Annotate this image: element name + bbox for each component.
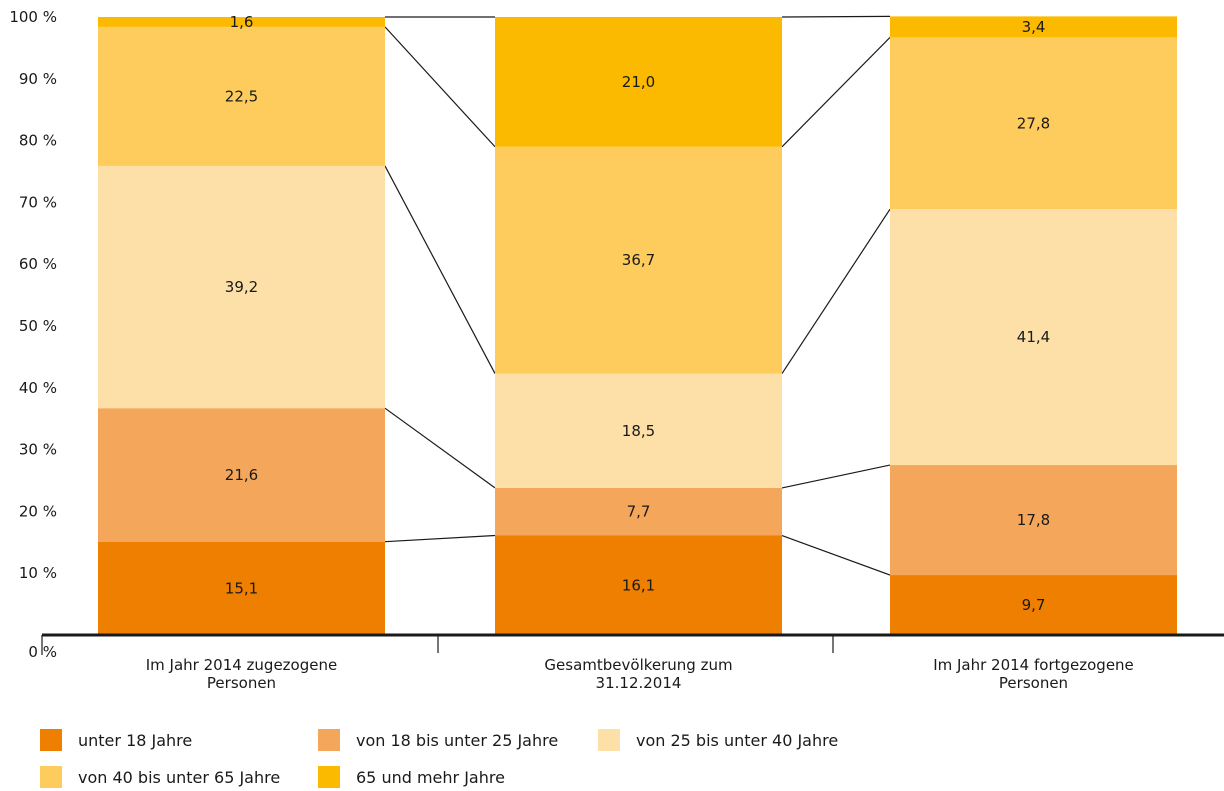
data-label: 22,5 <box>225 87 258 105</box>
connector-line <box>781 15 891 18</box>
bar-segment <box>98 26 385 166</box>
category-label: Personen <box>999 674 1068 692</box>
data-label: 21,6 <box>225 466 258 484</box>
data-label: 21,0 <box>622 73 655 91</box>
legend-label: von 40 bis unter 65 Jahre <box>78 767 281 787</box>
bar-segment <box>890 37 1177 210</box>
legend-label: unter 18 Jahre <box>78 730 193 750</box>
y-tick-label: 40 % <box>19 379 57 397</box>
y-tick-label: 70 % <box>19 193 57 211</box>
bar-segment <box>495 373 782 488</box>
legend-swatch <box>40 729 62 751</box>
connector-line <box>384 534 496 543</box>
y-tick-label: 20 % <box>19 502 57 520</box>
bar-segment <box>890 575 1177 635</box>
bar-segment <box>495 487 782 536</box>
connector-line <box>384 26 496 148</box>
legend-swatch <box>318 729 340 751</box>
y-tick-label: 80 % <box>19 132 57 150</box>
connector-line <box>781 534 891 576</box>
legend-swatch <box>598 729 620 751</box>
data-label: 27,8 <box>1017 114 1050 132</box>
data-label: 7,7 <box>627 503 651 521</box>
category-label: 31.12.2014 <box>596 674 682 692</box>
bar-segment <box>495 146 782 374</box>
bar-segment <box>98 408 385 542</box>
legend-label: von 18 bis unter 25 Jahre <box>356 730 559 750</box>
data-label: 9,7 <box>1022 596 1046 614</box>
connector-line <box>384 165 496 374</box>
category-label: Personen <box>207 674 276 692</box>
y-tick-label: 60 % <box>19 255 57 273</box>
y-tick-label: 100 % <box>9 8 57 26</box>
y-tick-label: 10 % <box>19 564 57 582</box>
data-label: 41,4 <box>1017 328 1050 346</box>
bar-segment <box>98 165 385 409</box>
bar-segment <box>890 209 1177 466</box>
stacked-bar-chart: 15,1 16,1 9,7 21,6 7,7 17,8 39,2 18,5 41,4 22,5 36… <box>9 8 1224 692</box>
connector-line <box>781 464 891 489</box>
legend-item: von 25 bis unter 40 Jahre <box>598 728 838 752</box>
bar-stacks: 15,1 16,1 9,7 21,6 7,7 17,8 39,2 18,5 41,4 22,5 36… <box>98 13 1177 635</box>
y-axis: 0 % 10 % 20 % 30 % 40 % 50 % 60 % 70 % 80 % 90 % 1… <box>9 8 57 661</box>
legend-item: unter 18 Jahre <box>40 728 192 752</box>
category-label: Im Jahr 2014 fortgezogene <box>933 656 1134 674</box>
bar-segment <box>495 535 782 635</box>
data-label: 1,6 <box>230 13 254 31</box>
connector-lines <box>384 15 891 576</box>
data-label: 16,1 <box>622 576 655 594</box>
y-tick-label: 0 % <box>28 643 57 661</box>
data-label: 15,1 <box>225 579 258 597</box>
category-label: Im Jahr 2014 zugezogene <box>146 656 337 674</box>
bar-segment <box>495 17 782 147</box>
y-tick-label: 90 % <box>19 70 57 88</box>
y-tick-label: 50 % <box>19 317 57 335</box>
bar-segment <box>98 17 385 27</box>
legend-label: von 25 bis unter 40 Jahre <box>636 730 839 750</box>
legend-item: von 18 bis unter 25 Jahre <box>318 728 558 752</box>
bar-segment <box>98 541 385 635</box>
y-tick-label: 30 % <box>19 441 57 459</box>
data-label: 39,2 <box>225 278 258 296</box>
data-label: 36,7 <box>622 251 655 269</box>
x-axis: Im Jahr 2014 zugezogenePersonenGesamtbev… <box>41 633 1224 692</box>
legend-swatch <box>40 766 62 788</box>
legend-item: von 40 bis unter 65 Jahre <box>40 765 280 789</box>
data-label: 18,5 <box>622 422 655 440</box>
legend-swatch <box>318 766 340 788</box>
connector-line <box>781 208 891 374</box>
connector-line <box>384 407 496 489</box>
bar-segment <box>890 16 1177 38</box>
category-label: Gesamtbevölkerung zum <box>544 656 732 674</box>
legend-label: 65 und mehr Jahre <box>356 767 505 787</box>
data-label: 17,8 <box>1017 511 1050 529</box>
connector-line <box>781 36 891 148</box>
bar-segment <box>890 465 1177 576</box>
legend-item: 65 und mehr Jahre <box>318 765 505 789</box>
data-label: 3,4 <box>1022 18 1046 36</box>
